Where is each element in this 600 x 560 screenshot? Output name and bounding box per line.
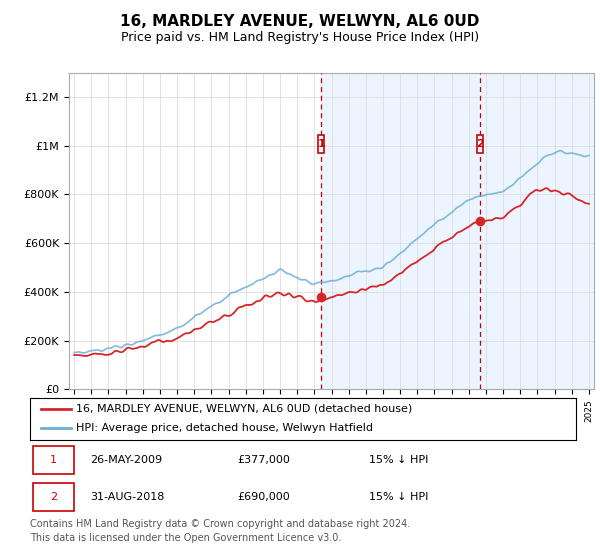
Text: 1: 1 — [317, 139, 325, 149]
Text: 26-MAY-2009: 26-MAY-2009 — [90, 455, 162, 465]
Text: 15% ↓ HPI: 15% ↓ HPI — [368, 455, 428, 465]
Text: HPI: Average price, detached house, Welwyn Hatfield: HPI: Average price, detached house, Welw… — [76, 423, 373, 433]
Text: 15% ↓ HPI: 15% ↓ HPI — [368, 492, 428, 502]
Text: This data is licensed under the Open Government Licence v3.0.: This data is licensed under the Open Gov… — [30, 533, 341, 543]
Text: 2: 2 — [50, 492, 57, 502]
FancyBboxPatch shape — [318, 135, 324, 153]
FancyBboxPatch shape — [477, 135, 484, 153]
Text: 2: 2 — [476, 139, 484, 149]
Text: Contains HM Land Registry data © Crown copyright and database right 2024.: Contains HM Land Registry data © Crown c… — [30, 519, 410, 529]
Text: Price paid vs. HM Land Registry's House Price Index (HPI): Price paid vs. HM Land Registry's House … — [121, 31, 479, 44]
Text: £690,000: £690,000 — [238, 492, 290, 502]
Text: 16, MARDLEY AVENUE, WELWYN, AL6 0UD: 16, MARDLEY AVENUE, WELWYN, AL6 0UD — [121, 14, 479, 29]
Text: £377,000: £377,000 — [238, 455, 290, 465]
Text: 31-AUG-2018: 31-AUG-2018 — [90, 492, 164, 502]
Bar — [321, 73, 594, 389]
FancyBboxPatch shape — [33, 446, 74, 474]
Text: 16, MARDLEY AVENUE, WELWYN, AL6 0UD (detached house): 16, MARDLEY AVENUE, WELWYN, AL6 0UD (det… — [76, 404, 413, 414]
Text: 1: 1 — [50, 455, 57, 465]
FancyBboxPatch shape — [33, 483, 74, 511]
